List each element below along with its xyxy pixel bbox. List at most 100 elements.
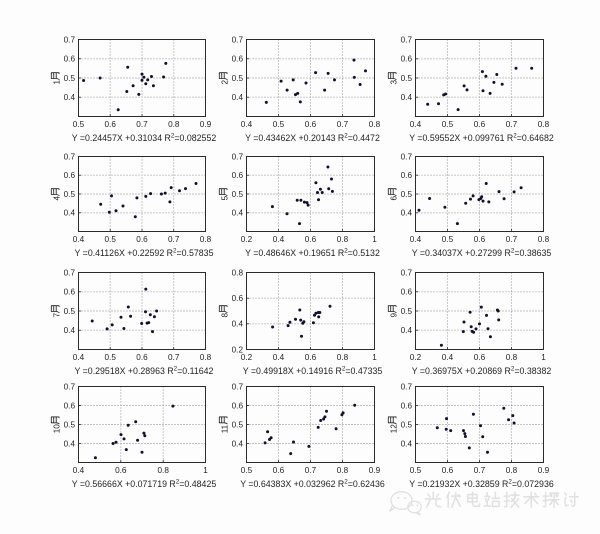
svg-text:1: 1: [372, 235, 377, 244]
svg-text:0.4: 0.4: [64, 209, 76, 218]
svg-text:11: 11: [220, 424, 229, 433]
svg-text:0.5: 0.5: [232, 74, 244, 83]
svg-text:Y =0.59552X +0.099761 R2=0.646: Y =0.59552X +0.099761 R2=0.64682: [409, 133, 554, 143]
svg-text:0.9: 0.9: [369, 466, 381, 475]
svg-text:0.4: 0.4: [401, 93, 413, 102]
svg-text:0.6: 0.6: [305, 120, 317, 129]
svg-text:0.6: 0.6: [64, 55, 76, 64]
svg-text:0.4: 0.4: [64, 439, 76, 448]
svg-text:0.7: 0.7: [64, 268, 76, 277]
svg-text:0.7: 0.7: [474, 466, 486, 475]
svg-text:0.8: 0.8: [200, 353, 212, 362]
svg-text:0.7: 0.7: [401, 268, 413, 277]
svg-text:0.6: 0.6: [401, 288, 413, 297]
svg-text:0.8: 0.8: [232, 268, 244, 277]
svg-text:0.8: 0.8: [200, 235, 212, 244]
svg-text:9: 9: [389, 313, 398, 318]
svg-text:0.4: 0.4: [401, 439, 413, 448]
svg-text:0.6: 0.6: [136, 235, 148, 244]
svg-text:0.7: 0.7: [64, 152, 76, 161]
svg-text:0.4: 0.4: [401, 209, 413, 218]
svg-text:0.5: 0.5: [232, 190, 244, 199]
svg-text:1: 1: [372, 353, 377, 362]
svg-text:0.8: 0.8: [337, 353, 349, 362]
svg-text:0.8: 0.8: [369, 120, 381, 129]
svg-text:3: 3: [389, 80, 398, 85]
svg-text:0.4: 0.4: [273, 353, 285, 362]
svg-text:0.6: 0.6: [105, 120, 117, 129]
svg-text:Y =0.29518X +0.28963 R2=0.1164: Y =0.29518X +0.28963 R2=0.11642: [75, 366, 214, 376]
svg-text:Y =0.43462X +0.20143 R2=0.4472: Y =0.43462X +0.20143 R2=0.4472: [245, 133, 380, 143]
svg-text:0.4: 0.4: [73, 466, 85, 475]
svg-text:0.7: 0.7: [401, 152, 413, 161]
svg-text:0.8: 0.8: [506, 466, 518, 475]
svg-text:0.7: 0.7: [305, 466, 317, 475]
svg-text:0.4: 0.4: [232, 93, 244, 102]
svg-text:0.7: 0.7: [64, 35, 76, 44]
svg-text:0.4: 0.4: [273, 235, 285, 244]
svg-text:0.5: 0.5: [105, 353, 117, 362]
svg-text:0.5: 0.5: [401, 420, 413, 429]
svg-text:0.5: 0.5: [232, 420, 244, 429]
svg-text:0.5: 0.5: [64, 190, 76, 199]
svg-text:Y =0.48646X +0.19651 R2=0.5132: Y =0.48646X +0.19651 R2=0.5132: [245, 248, 380, 258]
svg-text:0.8: 0.8: [158, 466, 170, 475]
svg-text:2: 2: [220, 80, 229, 85]
svg-text:0.5: 0.5: [105, 235, 117, 244]
svg-text:Y =0.24457X +0.31034 R2=0.0825: Y =0.24457X +0.31034 R2=0.082552: [72, 133, 217, 143]
svg-text:Y =0.56666X +0.071719 R2=0.484: Y =0.56666X +0.071719 R2=0.48425: [72, 479, 217, 489]
svg-text:1: 1: [52, 80, 61, 85]
svg-text:0.4: 0.4: [64, 326, 76, 335]
svg-text:7: 7: [52, 313, 61, 318]
svg-text:Y =0.49918X +0.14916 R2=0.4733: Y =0.49918X +0.14916 R2=0.47335: [243, 366, 383, 376]
svg-text:0.5: 0.5: [442, 120, 454, 129]
svg-text:0.4: 0.4: [73, 353, 85, 362]
svg-text:0.9: 0.9: [538, 466, 550, 475]
svg-text:0.5: 0.5: [241, 466, 253, 475]
svg-text:0.6: 0.6: [232, 171, 244, 180]
svg-text:0.6: 0.6: [401, 401, 413, 410]
svg-text:Y =0.34037X +0.27299 R2=0.3863: Y =0.34037X +0.27299 R2=0.38635: [412, 248, 552, 258]
svg-text:0.9: 0.9: [200, 120, 212, 129]
svg-text:0.6: 0.6: [401, 55, 413, 64]
svg-text:Y =0.36975X +0.20869 R2=0.3838: Y =0.36975X +0.20869 R2=0.38382: [412, 366, 552, 376]
svg-text:0.4: 0.4: [73, 235, 85, 244]
svg-text:0.6: 0.6: [305, 353, 317, 362]
svg-text:0.6: 0.6: [136, 353, 148, 362]
svg-text:8: 8: [220, 313, 229, 318]
svg-text:0.5: 0.5: [273, 120, 285, 129]
svg-text:0.6: 0.6: [232, 401, 244, 410]
svg-text:0.7: 0.7: [64, 382, 76, 391]
svg-text:0.5: 0.5: [401, 307, 413, 316]
svg-text:0.4: 0.4: [442, 353, 454, 362]
svg-text:0.5: 0.5: [64, 74, 76, 83]
svg-text:0.4: 0.4: [410, 120, 422, 129]
svg-text:0.8: 0.8: [506, 353, 518, 362]
svg-text:4: 4: [52, 196, 61, 201]
svg-text:0.6: 0.6: [474, 353, 486, 362]
svg-text:0.4: 0.4: [64, 93, 76, 102]
svg-text:0.6: 0.6: [474, 120, 486, 129]
svg-text:1: 1: [203, 466, 208, 475]
svg-text:0.8: 0.8: [337, 235, 349, 244]
svg-text:0.7: 0.7: [168, 235, 180, 244]
svg-text:0.6: 0.6: [305, 235, 317, 244]
svg-text:0.5: 0.5: [401, 190, 413, 199]
svg-text:6: 6: [389, 196, 398, 201]
svg-text:0.4: 0.4: [401, 326, 413, 335]
svg-text:0.6: 0.6: [401, 171, 413, 180]
svg-text:0.5: 0.5: [73, 120, 85, 129]
svg-text:0.5: 0.5: [410, 466, 422, 475]
svg-text:0.6: 0.6: [115, 466, 127, 475]
svg-text:0.5: 0.5: [442, 235, 454, 244]
svg-text:Y =0.41126X +0.22592 R2=0.5783: Y =0.41126X +0.22592 R2=0.57835: [75, 248, 214, 258]
svg-text:0.6: 0.6: [442, 466, 454, 475]
svg-text:0.7: 0.7: [168, 353, 180, 362]
svg-text:1: 1: [541, 353, 546, 362]
svg-text:0.6: 0.6: [232, 55, 244, 64]
svg-text:0.7: 0.7: [232, 382, 244, 391]
svg-text:0.5: 0.5: [64, 307, 76, 316]
svg-text:0.4: 0.4: [241, 120, 253, 129]
svg-text:0.6: 0.6: [64, 401, 76, 410]
svg-text:0.7: 0.7: [232, 35, 244, 44]
